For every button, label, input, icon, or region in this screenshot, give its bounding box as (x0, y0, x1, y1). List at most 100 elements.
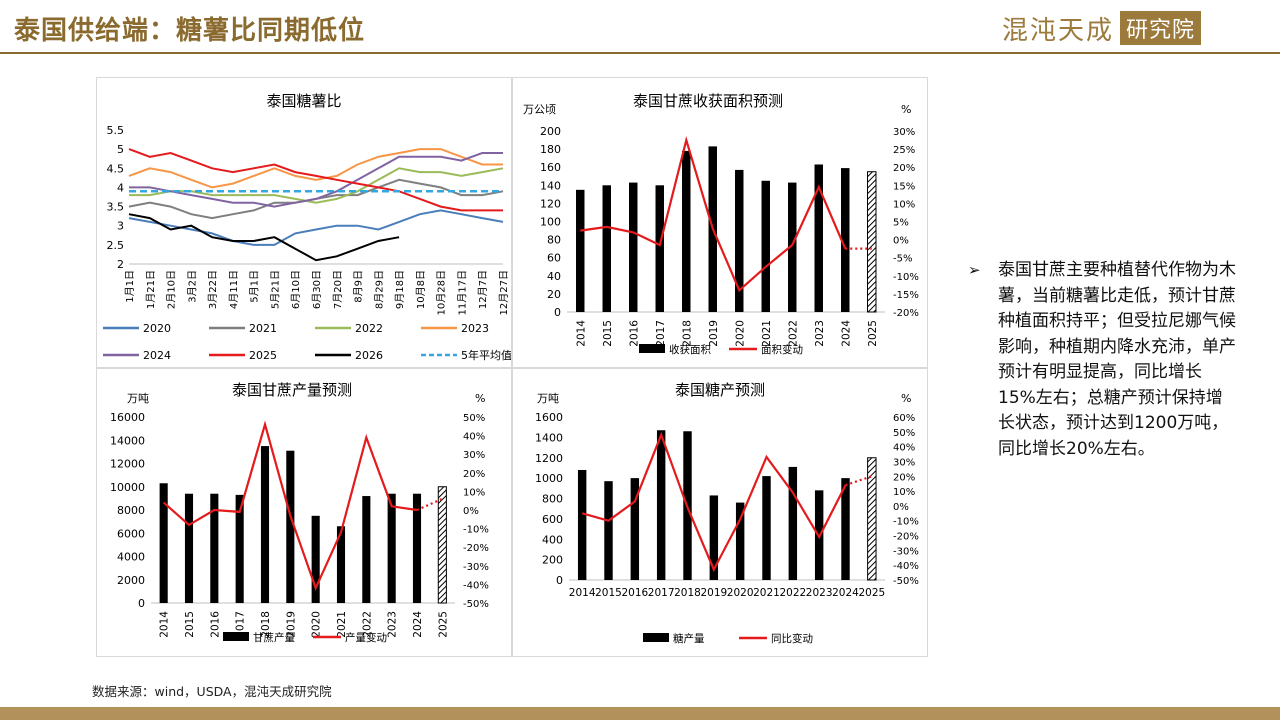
x-tick-label: 2017 (648, 587, 675, 599)
y2-tick-label: 0% (893, 236, 909, 247)
bar (656, 430, 666, 580)
x-tick-label: 2017 (655, 320, 667, 347)
bar (788, 182, 797, 312)
y2-tick-label: -50% (893, 576, 919, 587)
panel-harvest-area: 泰国甘蔗收获面积预测 万公顷% 0 20 40 60 80 100 120 140 160 180 20… (512, 77, 928, 368)
x-tick-label: 2016 (209, 611, 221, 638)
x-tick-label: 2022 (779, 587, 806, 599)
bar (867, 457, 877, 581)
change-line (581, 431, 847, 573)
y2-axis-unit: % (901, 103, 911, 116)
y-tick-label: 2.5 (107, 239, 125, 252)
y-tick-label: 2000 (117, 574, 145, 587)
y-tick-label: 60 (547, 252, 561, 265)
x-tick-label: 12月27日 (498, 270, 510, 315)
x-tick-label: 8月29日 (373, 270, 385, 309)
x-tick-label: 2018 (260, 611, 272, 638)
y2-tick-label: -30% (463, 562, 489, 573)
legend-label: 糖产量 (673, 632, 705, 645)
x-tick-label: 2020 (734, 320, 746, 347)
y2-tick-label: -10% (893, 272, 919, 283)
x-tick-label: 11月17日 (456, 270, 468, 315)
x-tick-label: 2015 (184, 611, 196, 638)
x-tick-label: 2021 (761, 320, 773, 347)
y-tick-label: 8000 (117, 504, 145, 517)
bar (159, 483, 168, 603)
bar (761, 180, 770, 312)
y2-tick-label: -10% (463, 525, 489, 536)
y-tick-label: 200 (542, 554, 563, 567)
y-tick-label: 2 (117, 258, 124, 271)
legend-swatch (639, 344, 665, 353)
bar (788, 466, 798, 580)
y2-tick-label: -10% (893, 517, 919, 528)
y2-tick-label: 30% (893, 457, 915, 468)
y-tick-label: 800 (542, 493, 563, 506)
legend-label: 同比变动 (771, 632, 813, 645)
legend-swatch (643, 633, 669, 642)
y2-tick-label: -20% (463, 543, 489, 554)
x-tick-label: 6月10日 (290, 270, 302, 309)
bar (387, 493, 396, 603)
y-tick-label: 16000 (110, 411, 145, 424)
x-tick-label: 7月20日 (332, 270, 344, 309)
bar (682, 150, 691, 312)
x-tick-label: 9月18日 (394, 270, 406, 309)
x-tick-label: 2014 (575, 320, 587, 347)
y2-tick-label: 10% (893, 487, 915, 498)
legend-label: 2024 (143, 349, 171, 362)
x-tick-label: 3月22日 (207, 270, 219, 309)
y2-tick-label: 30% (463, 450, 485, 461)
y2-axis-unit: % (475, 392, 485, 405)
legend-label: 2022 (355, 322, 383, 335)
chart-title: 泰国甘蔗产量预测 (232, 381, 352, 399)
y-tick-label: 160 (540, 161, 561, 174)
bar (630, 478, 640, 580)
bar (867, 171, 877, 313)
bar (362, 496, 371, 603)
x-tick-label: 2019 (285, 611, 297, 638)
y2-tick-label: 5% (893, 218, 909, 229)
bar (735, 502, 745, 580)
series-line (129, 167, 504, 204)
x-tick-label: 12月7日 (477, 270, 489, 309)
y2-tick-label: 50% (463, 413, 485, 424)
y-tick-label: 3.5 (107, 201, 125, 214)
brand-logo: 混沌天成 研究院 (1002, 11, 1202, 46)
legend-label: 甘蔗产量 (253, 631, 295, 644)
legend-label: 2025 (249, 349, 277, 362)
x-tick-label: 3月2日 (186, 270, 198, 303)
y-axis-unit: 万公顷 (523, 103, 556, 116)
y-tick-label: 3 (117, 220, 124, 233)
y2-axis-unit: % (901, 392, 911, 405)
y-tick-label: 4.5 (107, 162, 125, 175)
bar (437, 486, 447, 604)
x-tick-label: 2022 (787, 320, 799, 347)
y-tick-label: 120 (540, 197, 561, 210)
change-line (580, 135, 847, 293)
y-axis-unit: 万吨 (127, 392, 149, 405)
x-tick-label: 2025 (437, 611, 449, 638)
series-line (128, 213, 400, 262)
y-tick-label: 6000 (117, 527, 145, 540)
y2-tick-label: 15% (893, 181, 915, 192)
x-tick-label: 2023 (814, 320, 826, 347)
x-tick-label: 2023 (806, 587, 833, 599)
legend-label: 面积变动 (761, 343, 803, 356)
x-tick-label: 2014 (569, 587, 596, 599)
x-tick-label: 2月10日 (166, 270, 178, 309)
y2-tick-label: 50% (893, 428, 915, 439)
y2-tick-label: 20% (893, 163, 915, 174)
y2-tick-label: 40% (893, 443, 915, 454)
x-tick-label: 2015 (602, 320, 614, 347)
x-tick-label: 2021 (753, 587, 780, 599)
y2-tick-label: 30% (893, 127, 915, 138)
y2-tick-label: -40% (893, 561, 919, 572)
x-tick-label: 5月1日 (249, 270, 261, 303)
x-tick-label: 2020 (727, 587, 754, 599)
y2-tick-label: -5% (893, 254, 912, 265)
panel-sugar-cassava-ratio: 泰国糖薯比 2 2.5 3 3.5 4 4.5 5 5.5 1月1日 1月21日 2月10日 3月2日 3… (96, 77, 512, 368)
bar (814, 164, 823, 312)
y-tick-label: 10000 (110, 481, 145, 494)
